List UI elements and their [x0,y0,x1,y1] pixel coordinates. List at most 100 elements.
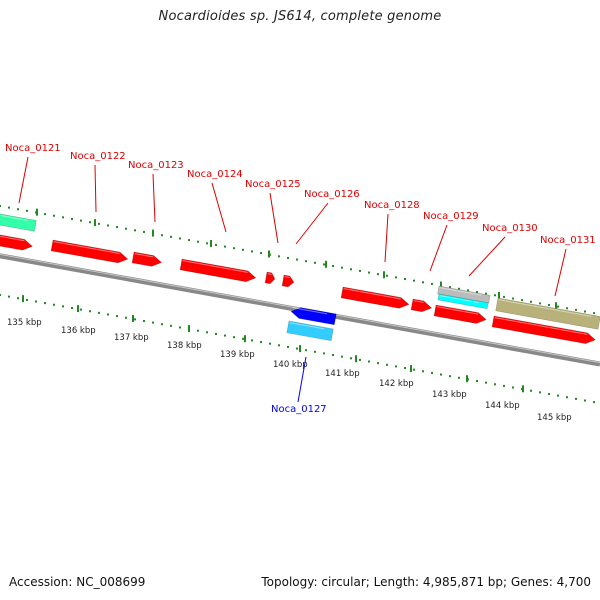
gene-arrow-noca-0125[interactable] [264,271,276,285]
outer-ring-minor-tick [251,250,253,253]
inner-ring-minor-tick [458,376,460,379]
outer-ring-minor-tick [503,295,505,298]
gene-arrow-noca-0127[interactable] [290,306,337,326]
scale-label: 141 kbp [325,369,360,379]
leader-line-noca-0127 [297,356,307,403]
inner-ring-minor-tick [179,326,181,329]
outer-ring-minor-tick [350,268,352,271]
outer-ring-minor-tick [566,307,568,310]
outer-ring-minor-tick [449,286,451,289]
gene-label-noca-0128[interactable]: Noca_0128 [364,200,420,211]
misc-feature-olive[interactable] [495,297,600,330]
inner-ring-minor-tick [62,305,64,308]
gene-label-noca-0130[interactable]: Noca_0130 [482,223,538,234]
scale-label: 140 kbp [273,360,308,370]
gene-arrow-noca-0131[interactable] [491,315,596,345]
gene-label-noca-0123[interactable]: Noca_0123 [128,160,184,171]
gene-labels: Noca_0121Noca_0122Noca_0123Noca_0124Noca… [5,143,596,415]
outer-ring-minor-tick [593,312,595,315]
outer-ring-minor-tick [575,308,577,311]
outer-ring-minor-tick [80,219,82,222]
gene-arrow-noca-0121[interactable] [0,233,33,252]
outer-ring-minor-tick [98,222,100,225]
outer-ring-minor-tick [8,206,10,209]
leader-line-noca-0123 [152,173,156,223]
inner-ring-minor-tick [503,384,505,387]
inner-ring-minor-tick [197,329,199,332]
gene-label-noca-0126[interactable]: Noca_0126 [304,189,360,200]
gene-arrow-noca-0128[interactable] [340,286,410,310]
outer-ring-minor-tick [521,299,523,302]
inner-ring-minor-tick [224,334,226,337]
inner-ring-minor-tick [143,319,145,322]
scale-label: 136 kbp [61,326,96,336]
inner-ring-minor-tick [395,365,397,368]
gene-arrow-noca-0123[interactable] [131,251,163,268]
genome-backbone [0,253,600,367]
label-leaders [18,156,567,403]
outer-ring-minor-tick [17,208,19,211]
outer-ring-minor-tick [134,229,136,232]
inner-ring-minor-tick [125,316,127,319]
gene-arrow-noca-0129[interactable] [433,304,487,325]
outer-ring-minor-tick [485,292,487,295]
scale-label: 142 kbp [379,379,414,389]
cds-feature-cyan-top[interactable] [437,293,489,310]
outer-ring-minor-tick [314,261,316,264]
cds-feature-cyan-bottom[interactable] [286,320,334,342]
outer-ring-minor-tick [287,256,289,259]
inner-ring-minor-tick [107,313,109,316]
outer-ring-minor-tick [359,269,361,272]
outer-ring-minor-tick [260,252,262,255]
outer-ring-minor-tick [116,226,118,229]
genome-backbone-highlight [0,253,600,364]
rna-feature-green[interactable] [0,212,37,232]
gene-label-noca-0127[interactable]: Noca_0127 [271,404,327,415]
gene-arrow-noca-0128b[interactable] [410,298,433,313]
gene-label-noca-0129[interactable]: Noca_0129 [423,211,479,222]
outer-ring-minor-tick [206,242,208,245]
inner-ring-minor-tick [26,298,28,301]
gene-arrow-noca-0122[interactable] [50,239,129,264]
inner-ring-minor-tick [287,345,289,348]
scale-label: 144 kbp [485,401,520,411]
outer-ring-minor-tick [476,291,478,294]
leader-line-noca-0126 [295,202,329,245]
outer-ring-minor-tick [413,279,415,282]
inner-ring-minor-tick [305,349,307,352]
leader-line-noca-0131 [554,248,567,297]
outer-ring-minor-tick [458,287,460,290]
leader-line-noca-0121 [18,156,29,204]
inner-ring-minor-tick [413,368,415,371]
gene-label-noca-0124[interactable]: Noca_0124 [187,169,243,180]
gene-arrow-noca-0126[interactable] [281,274,295,288]
misc-feature-gray[interactable] [437,285,491,304]
inner-ring-minor-tick [566,396,568,399]
inner-ring-minor-tick [152,321,154,324]
inner-ring-minor-tick [476,380,478,383]
outer-ring-minor-tick [557,305,559,308]
inner-ring-minor-tick [17,297,19,300]
outer-ring-minor-tick [125,227,127,230]
inner-ring-minor-tick [350,357,352,360]
gene-label-noca-0121[interactable]: Noca_0121 [5,143,61,154]
inner-ring-minor-tick [368,360,370,363]
outer-ring-minor-tick [539,302,541,305]
outer-ring-minor-tick [386,274,388,277]
outer-ring-minor-tick [422,281,424,284]
scale-label: 135 kbp [7,318,42,328]
scale-label: 143 kbp [432,390,467,400]
outer-ring-minor-tick [143,230,145,233]
inner-ring-minor-tick [440,373,442,376]
inner-ring-minor-tick [314,350,316,353]
scale-label: 145 kbp [537,413,572,423]
gene-label-noca-0122[interactable]: Noca_0122 [70,151,126,162]
gene-arrow-noca-0124[interactable] [179,258,257,283]
gene-label-noca-0125[interactable]: Noca_0125 [245,179,301,190]
inner-ring-minor-tick [134,318,136,321]
inner-ring-minor-tick [512,386,514,389]
leader-line-noca-0124 [211,182,227,233]
inner-ring-minor-tick [530,389,532,392]
gene-label-noca-0131[interactable]: Noca_0131 [540,235,596,246]
